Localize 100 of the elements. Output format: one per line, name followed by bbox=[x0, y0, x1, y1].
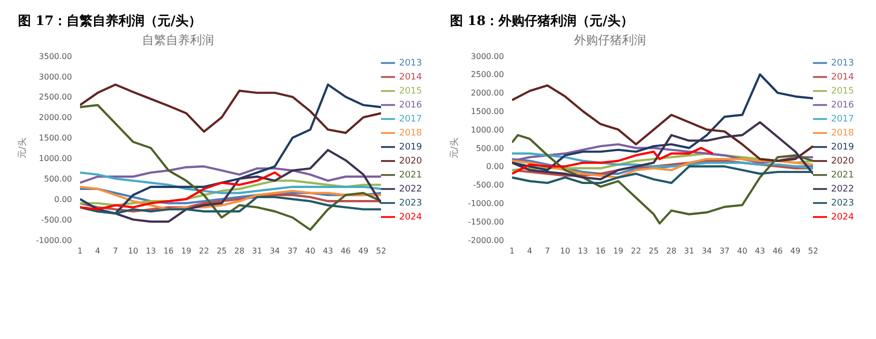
chart-subtitle: 自繁自养利润 bbox=[141, 32, 215, 48]
x-tick-label: 19 bbox=[613, 246, 624, 256]
legend-label: 2014 bbox=[831, 72, 854, 82]
y-tick-label: 500.00 bbox=[476, 144, 504, 153]
x-tick-label: 13 bbox=[146, 246, 156, 256]
line-series bbox=[80, 165, 382, 184]
chart-title: 图 17：自繁自养利润（元/头） bbox=[17, 12, 202, 31]
line-series bbox=[80, 171, 282, 210]
x-tick-label: 34 bbox=[270, 246, 280, 256]
y-tick-label: 3500.00 bbox=[38, 52, 72, 61]
legend-label: 2017 bbox=[399, 114, 422, 124]
y-tick-label: 2000.00 bbox=[38, 113, 72, 122]
y-tick-label: -500.00 bbox=[473, 180, 504, 190]
x-tick-label: 1 bbox=[509, 246, 515, 256]
y-tick-label: 0.00 bbox=[486, 162, 504, 172]
y-tick-label: 500.00 bbox=[44, 174, 72, 184]
y-tick-label: 1000.00 bbox=[470, 125, 504, 134]
x-tick-label: 37 bbox=[719, 246, 730, 256]
legend-label: 2013 bbox=[831, 58, 854, 68]
legend-label: 2023 bbox=[399, 198, 422, 208]
x-tick-label: 28 bbox=[234, 246, 244, 256]
line-series bbox=[80, 84, 382, 215]
legend-label: 2013 bbox=[399, 58, 422, 68]
x-tick-label: 31 bbox=[684, 246, 694, 256]
x-tick-label: 46 bbox=[340, 246, 351, 256]
y-tick-label: 1000.00 bbox=[38, 154, 72, 164]
legend-label: 2019 bbox=[831, 142, 854, 152]
legend-label: 2018 bbox=[831, 128, 854, 138]
x-tick-label: 28 bbox=[666, 246, 676, 256]
legend-label: 2015 bbox=[831, 86, 854, 96]
line-series bbox=[512, 143, 814, 164]
x-tick-label: 46 bbox=[772, 246, 783, 256]
y-tick-label: 0.00 bbox=[54, 194, 72, 204]
x-tick-label: 25 bbox=[648, 246, 659, 256]
chart-title: 图 18：外购仔猪利润（元/头） bbox=[449, 12, 634, 31]
line-series bbox=[512, 165, 814, 184]
line-series bbox=[512, 121, 814, 180]
legend-label: 2015 bbox=[399, 86, 422, 96]
x-tick-label: 34 bbox=[702, 246, 712, 256]
line-series bbox=[512, 146, 714, 175]
y-tick-label: -1000.00 bbox=[36, 236, 72, 245]
y-tick-label: 1500.00 bbox=[38, 134, 72, 143]
x-tick-label: 40 bbox=[737, 246, 748, 256]
line-series bbox=[80, 171, 382, 194]
legend-label: 2014 bbox=[399, 72, 422, 82]
x-tick-label: 10 bbox=[560, 246, 570, 256]
y-tick-label: -2000.00 bbox=[468, 236, 504, 245]
x-tick-label: 43 bbox=[754, 246, 766, 256]
legend-label: 2022 bbox=[399, 184, 422, 194]
x-tick-label: 4 bbox=[527, 246, 532, 256]
legend-label: 2021 bbox=[399, 170, 422, 180]
line-series bbox=[80, 104, 382, 231]
legend-label: 2016 bbox=[399, 100, 422, 110]
y-tick-label: -1500.00 bbox=[468, 217, 504, 226]
x-tick-label: 22 bbox=[198, 246, 210, 256]
legend-label: 2024 bbox=[399, 212, 422, 222]
y-tick-label: 3000.00 bbox=[470, 52, 504, 61]
legend-label: 2017 bbox=[831, 114, 854, 124]
x-tick-label: 10 bbox=[128, 246, 138, 256]
x-tick-label: 52 bbox=[808, 246, 818, 256]
line-series bbox=[80, 180, 382, 206]
x-tick-label: 31 bbox=[252, 246, 262, 256]
x-tick-label: 13 bbox=[578, 246, 588, 256]
legend-label: 2024 bbox=[831, 212, 854, 222]
chart-subtitle: 外购仔猪利润 bbox=[573, 32, 647, 48]
legend-label: 2016 bbox=[831, 100, 854, 110]
x-tick-label: 7 bbox=[112, 246, 118, 256]
line-series bbox=[512, 84, 814, 162]
x-tick-label: 43 bbox=[322, 246, 334, 256]
line-series bbox=[512, 134, 814, 225]
legend-label: 2020 bbox=[399, 156, 422, 166]
x-tick-label: 4 bbox=[95, 246, 100, 256]
y-axis-title: 元/头 bbox=[17, 137, 28, 159]
y-tick-label: -500.00 bbox=[41, 215, 72, 224]
x-tick-label: 25 bbox=[216, 246, 227, 256]
y-tick-label: 2500.00 bbox=[470, 70, 504, 80]
y-tick-label: -1000.00 bbox=[468, 199, 504, 208]
x-tick-label: 19 bbox=[181, 246, 192, 256]
x-tick-label: 22 bbox=[630, 246, 642, 256]
line-series bbox=[80, 84, 382, 134]
x-tick-label: 7 bbox=[544, 246, 550, 256]
line-series bbox=[80, 186, 382, 210]
y-tick-label: 3000.00 bbox=[38, 72, 72, 82]
x-tick-label: 49 bbox=[790, 246, 800, 256]
legend-label: 2021 bbox=[831, 170, 854, 180]
y-axis-title: 元/头 bbox=[449, 137, 460, 159]
y-tick-label: 2500.00 bbox=[38, 92, 72, 102]
legend-label: 2020 bbox=[831, 156, 854, 166]
x-tick-label: 16 bbox=[595, 246, 606, 256]
legend-label: 2023 bbox=[831, 198, 854, 208]
legend-label: 2022 bbox=[831, 184, 854, 194]
x-tick-label: 16 bbox=[163, 246, 174, 256]
legend-label: 2019 bbox=[399, 142, 422, 152]
x-tick-label: 40 bbox=[305, 246, 316, 256]
y-tick-label: 1500.00 bbox=[470, 107, 504, 116]
x-tick-label: 49 bbox=[358, 246, 368, 256]
line-series bbox=[512, 73, 814, 172]
x-tick-label: 1 bbox=[77, 246, 83, 256]
x-tick-label: 37 bbox=[287, 246, 298, 256]
y-tick-label: 2000.00 bbox=[470, 88, 504, 98]
